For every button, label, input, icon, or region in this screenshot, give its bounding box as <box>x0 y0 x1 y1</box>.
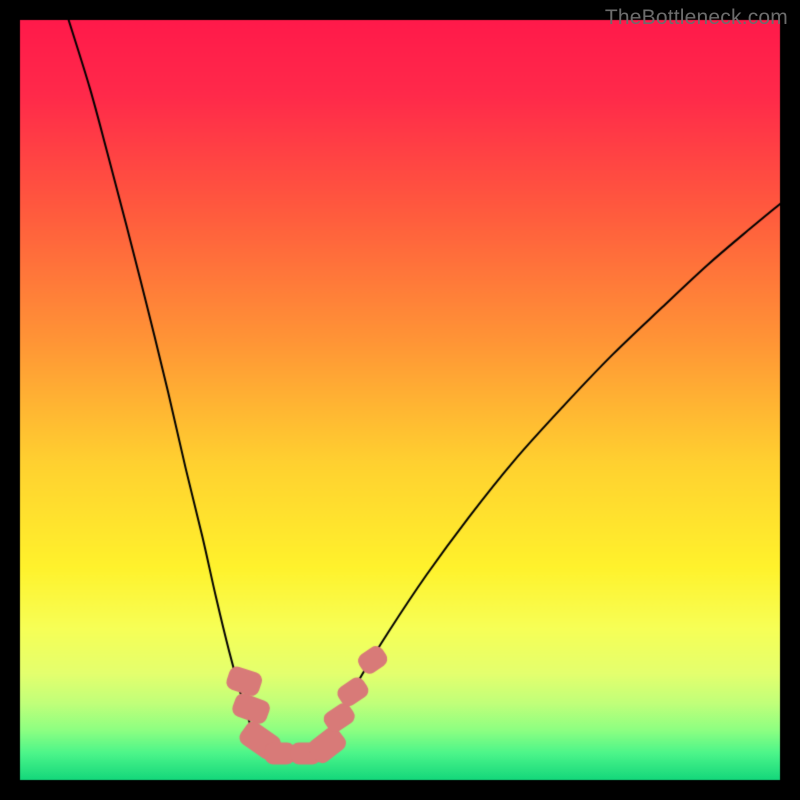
bottleneck-chart <box>0 0 800 800</box>
watermark-text: TheBottleneck.com <box>605 6 788 30</box>
chart-container: TheBottleneck.com <box>0 0 800 800</box>
